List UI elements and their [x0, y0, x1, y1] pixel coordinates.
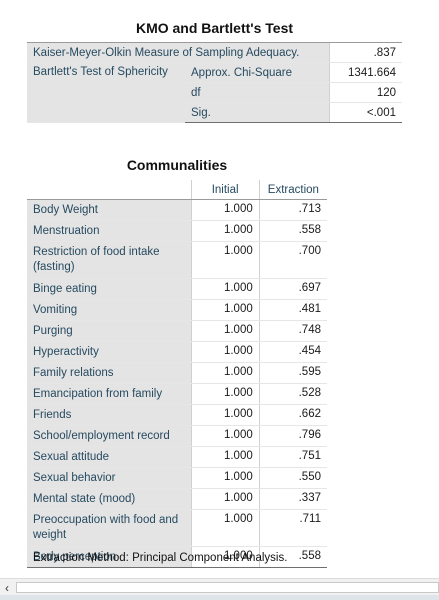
variable-name: School/employment record — [27, 425, 192, 447]
table-row: Bartlett's Test of Sphericity Approx. Ch… — [27, 62, 402, 123]
table-row: Sig. <.001 — [27, 102, 402, 123]
table-row: Preoccupation with food and weight 1.000.… — [27, 509, 327, 547]
variable-name: Menstruation — [27, 220, 192, 242]
table-row: Sexual behavior 1.000.550 — [27, 467, 327, 489]
extraction-value: .713 — [258, 199, 327, 221]
table-row: School/employment record 1.000.796 — [27, 425, 327, 447]
variable-name: Friends — [27, 404, 192, 426]
initial-value: 1.000 — [190, 509, 260, 547]
table-row: Body perception 1.000.558 — [27, 546, 327, 568]
extraction-value: .662 — [258, 404, 327, 426]
header-extraction: Extraction — [258, 180, 327, 200]
chevron-left-icon[interactable]: ‹ — [5, 580, 9, 595]
horizontal-scrollbar[interactable]: ‹ — [0, 578, 439, 596]
table-row: Hyperactivity 1.000.454 — [27, 341, 327, 363]
header-initial: Initial — [190, 180, 260, 200]
table-row: Body Weight 1.000.713 — [27, 199, 327, 221]
initial-value: 1.000 — [190, 220, 260, 242]
initial-value: 1.000 — [190, 362, 260, 384]
variable-name: Body Weight — [27, 199, 192, 221]
table-row: Kaiser-Meyer-Olkin Measure of Sampling A… — [27, 42, 402, 63]
table-row: df 120 — [27, 82, 402, 103]
table-row: Purging 1.000.748 — [27, 320, 327, 342]
chi-square-value: 1341.664 — [329, 62, 402, 83]
variable-name: Emancipation from family — [27, 383, 192, 405]
extraction-value: .558 — [258, 220, 327, 242]
initial-value: 1.000 — [190, 425, 260, 447]
initial-value: 1.000 — [190, 299, 260, 321]
initial-value: 1.000 — [190, 467, 260, 489]
initial-value: 1.000 — [190, 546, 260, 568]
extraction-value: .528 — [258, 383, 327, 405]
extraction-value: .700 — [258, 241, 327, 279]
extraction-value: .711 — [258, 509, 327, 547]
bartlett-test-label: Bartlett's Test of Sphericity — [27, 62, 185, 123]
variable-name: Family relations — [27, 362, 192, 384]
table-row: Friends 1.000.662 — [27, 404, 327, 426]
df-label: df — [183, 82, 330, 103]
scrollbar-track[interactable] — [16, 582, 439, 593]
extraction-value: .481 — [258, 299, 327, 321]
sig-label: Sig. — [183, 102, 330, 123]
initial-value: 1.000 — [190, 341, 260, 363]
extraction-value: .751 — [258, 446, 327, 468]
variable-name: Purging — [27, 320, 192, 342]
table-row: Sexual attitude 1.000.751 — [27, 446, 327, 468]
kmo-measure-value: .837 — [329, 42, 402, 63]
initial-value: 1.000 — [190, 278, 260, 300]
table-row: Mental state (mood) 1.000.337 — [27, 488, 327, 510]
variable-name: Binge eating — [27, 278, 192, 300]
communalities-table: Initial Extraction Body Weight 1.000.713 M… — [27, 180, 327, 568]
header-blank — [27, 180, 192, 200]
variable-name: Body perception — [27, 546, 192, 568]
extraction-value: .796 — [258, 425, 327, 447]
initial-value: 1.000 — [190, 446, 260, 468]
extraction-value: .550 — [258, 467, 327, 489]
table-header-row: Initial Extraction — [27, 180, 327, 200]
table-row: Menstruation 1.000.558 — [27, 220, 327, 242]
initial-value: 1.000 — [190, 488, 260, 510]
table-row: Family relations 1.000.595 — [27, 362, 327, 384]
window-bottom-border — [0, 595, 439, 600]
table-row: Binge eating 1.000.697 — [27, 278, 327, 300]
extraction-method-footnote: Extraction Method: Principal Component A… — [33, 552, 288, 564]
variable-name: Preoccupation with food and weight — [27, 509, 192, 547]
kmo-measure-label: Kaiser-Meyer-Olkin Measure of Sampling A… — [27, 42, 330, 63]
initial-value: 1.000 — [190, 241, 260, 279]
extraction-value: .337 — [258, 488, 327, 510]
initial-value: 1.000 — [190, 404, 260, 426]
chi-square-label: Approx. Chi-Square — [183, 62, 330, 83]
kmo-table-title: KMO and Bartlett's Test — [135, 20, 294, 36]
variable-name: Mental state (mood) — [27, 488, 192, 510]
initial-value: 1.000 — [190, 320, 260, 342]
extraction-value: .697 — [258, 278, 327, 300]
extraction-value: .748 — [258, 320, 327, 342]
variable-name: Vomiting — [27, 299, 192, 321]
table-row: Emancipation from family 1.000.528 — [27, 383, 327, 405]
extraction-value: .558 — [258, 546, 327, 568]
table-row: Restriction of food intake (fasting) 1.00… — [27, 241, 327, 279]
df-value: 120 — [329, 82, 402, 103]
sig-value: <.001 — [329, 102, 402, 123]
initial-value: 1.000 — [190, 199, 260, 221]
variable-name: Restriction of food intake (fasting) — [27, 241, 192, 279]
variable-name: Hyperactivity — [27, 341, 192, 363]
extraction-value: .595 — [258, 362, 327, 384]
variable-name: Sexual attitude — [27, 446, 192, 468]
extraction-value: .454 — [258, 341, 327, 363]
initial-value: 1.000 — [190, 383, 260, 405]
variable-name: Sexual behavior — [27, 467, 192, 489]
table-row: Vomiting 1.000.481 — [27, 299, 327, 321]
kmo-bartlett-table: Kaiser-Meyer-Olkin Measure of Sampling A… — [27, 42, 402, 123]
communalities-table-title: Communalities — [126, 157, 228, 173]
